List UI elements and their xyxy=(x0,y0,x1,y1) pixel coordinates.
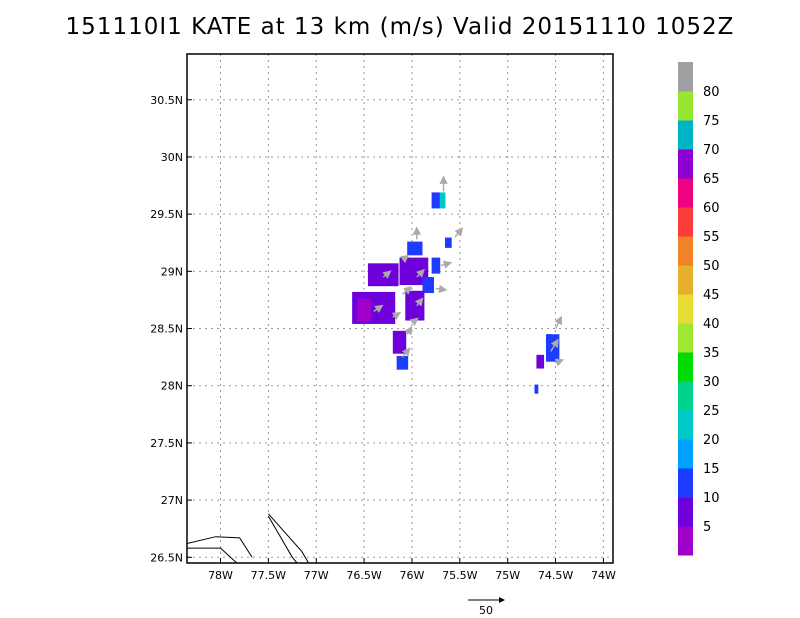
gridlines xyxy=(187,54,613,563)
x-tick-label-3: 76.5W xyxy=(346,569,381,582)
colorbar-swatch-8 xyxy=(678,294,693,324)
wind-cell-7 xyxy=(431,257,441,274)
wind-vector-9 xyxy=(391,312,402,320)
colorbar-swatch-16 xyxy=(678,62,693,92)
wind-vector-3 xyxy=(400,254,410,264)
x-tick-label-6: 75W xyxy=(495,569,520,582)
chart-title: 151110I1 KATE at 13 km (m/s) Valid 20151… xyxy=(65,14,735,40)
x-tick-label-5: 75.5W xyxy=(442,569,477,582)
colorbar-label-6: 35 xyxy=(703,346,720,361)
wind-speed-cells xyxy=(352,192,560,394)
coastline-2 xyxy=(267,513,310,563)
wind-cell-3 xyxy=(407,241,423,256)
y-tick-label-7: 30N xyxy=(161,151,183,164)
colorbar-label-4: 25 xyxy=(703,404,720,419)
colorbar-swatch-2 xyxy=(678,468,693,498)
colorbar-swatch-14 xyxy=(678,120,693,150)
y-tick-label-4: 28.5N xyxy=(150,323,183,336)
colorbar-label-9: 50 xyxy=(703,259,720,274)
axis-ticks: 78W 77.5W 77W 76.5W 76W 75.5W 75W 74.5W 74W 26.5N… xyxy=(150,94,616,582)
coastline-0 xyxy=(187,536,253,558)
colorbar-swatch-0 xyxy=(678,526,693,556)
wind-vector-16 xyxy=(550,338,559,352)
y-tick-label-1: 27N xyxy=(161,494,183,507)
y-tick-label-6: 29.5N xyxy=(150,208,183,221)
wind-cell-16 xyxy=(534,384,539,394)
x-tick-label-8: 74W xyxy=(591,569,616,582)
colorbar-label-13: 70 xyxy=(703,143,720,158)
colorbar-swatch-9 xyxy=(678,265,693,295)
colorbar: 5 10 15 20 25 30 35 40 45 50 55 60 65 70 75 80 xyxy=(678,62,720,556)
colorbar-label-14: 75 xyxy=(703,114,720,129)
wind-vector-8 xyxy=(414,297,424,307)
wind-vector-17 xyxy=(554,358,565,367)
x-tick-label-0: 78W xyxy=(208,569,233,582)
y-tick-label-5: 29N xyxy=(161,265,183,278)
wind-cell-6 xyxy=(422,277,434,294)
colorbar-label-2: 15 xyxy=(703,462,720,477)
x-tick-label-1: 77.5W xyxy=(251,569,286,582)
wind-cell-1 xyxy=(439,192,446,209)
wind-cell-2 xyxy=(444,237,452,248)
colorbar-label-11: 60 xyxy=(703,201,720,216)
wind-cell-15 xyxy=(536,354,545,369)
wind-vector-14 xyxy=(409,317,419,327)
wind-vector-1 xyxy=(454,227,464,238)
colorbar-swatch-6 xyxy=(678,352,693,382)
x-tick-label-2: 77W xyxy=(304,569,329,582)
colorbar-label-10: 55 xyxy=(703,230,720,245)
wind-vector-5 xyxy=(401,286,413,295)
wind-vector-11 xyxy=(440,260,453,269)
y-tick-label-8: 30.5N xyxy=(150,94,183,107)
y-tick-label-3: 28N xyxy=(161,380,183,393)
y-tick-label-2: 27.5N xyxy=(150,437,183,450)
wind-vector-10 xyxy=(373,304,384,313)
colorbar-swatch-10 xyxy=(678,236,693,266)
coastline-3 xyxy=(267,515,298,563)
x-tick-label-7: 74.5W xyxy=(538,569,573,582)
coastline-1 xyxy=(187,547,238,563)
wind-vector-13 xyxy=(401,347,411,358)
wind-vector-12 xyxy=(404,325,413,336)
colorbar-swatch-7 xyxy=(678,323,693,353)
wind-vector-4 xyxy=(382,270,392,279)
wind-cell-14 xyxy=(545,334,552,360)
colorbar-label-3: 20 xyxy=(703,433,720,448)
reference-vector-label: 50 xyxy=(479,604,493,617)
colorbar-swatch-13 xyxy=(678,149,693,179)
colorbar-swatch-11 xyxy=(678,207,693,237)
colorbar-label-1: 10 xyxy=(703,491,720,506)
wind-cell-12 xyxy=(396,355,409,370)
colorbar-label-12: 65 xyxy=(703,172,720,187)
wind-cell-0 xyxy=(431,192,441,209)
x-tick-label-4: 76W xyxy=(400,569,425,582)
colorbar-label-0: 5 xyxy=(703,520,711,535)
reference-vector: 50 xyxy=(468,597,505,617)
colorbar-label-15: 80 xyxy=(703,85,720,100)
colorbar-label-8: 45 xyxy=(703,288,720,303)
colorbar-swatch-4 xyxy=(678,410,693,440)
wind-cell-4 xyxy=(367,263,399,287)
coastlines xyxy=(187,513,310,563)
wind-cell-9 xyxy=(357,298,371,322)
wind-cell-10 xyxy=(405,290,425,321)
wind-vectors xyxy=(373,175,565,367)
colorbar-swatch-12 xyxy=(678,178,693,208)
plot-frame xyxy=(186,53,614,564)
y-tick-label-0: 26.5N xyxy=(150,551,183,564)
colorbar-label-7: 40 xyxy=(703,317,720,332)
wind-cell-11 xyxy=(392,330,407,354)
wind-vector-7 xyxy=(435,284,448,294)
colorbar-label-5: 30 xyxy=(703,375,720,390)
colorbar-swatch-15 xyxy=(678,91,693,121)
colorbar-swatch-3 xyxy=(678,439,693,469)
colorbar-swatch-5 xyxy=(678,381,693,411)
wind-vector-6 xyxy=(416,268,425,278)
wind-vector-15 xyxy=(554,315,562,329)
colorbar-swatch-1 xyxy=(678,497,693,527)
